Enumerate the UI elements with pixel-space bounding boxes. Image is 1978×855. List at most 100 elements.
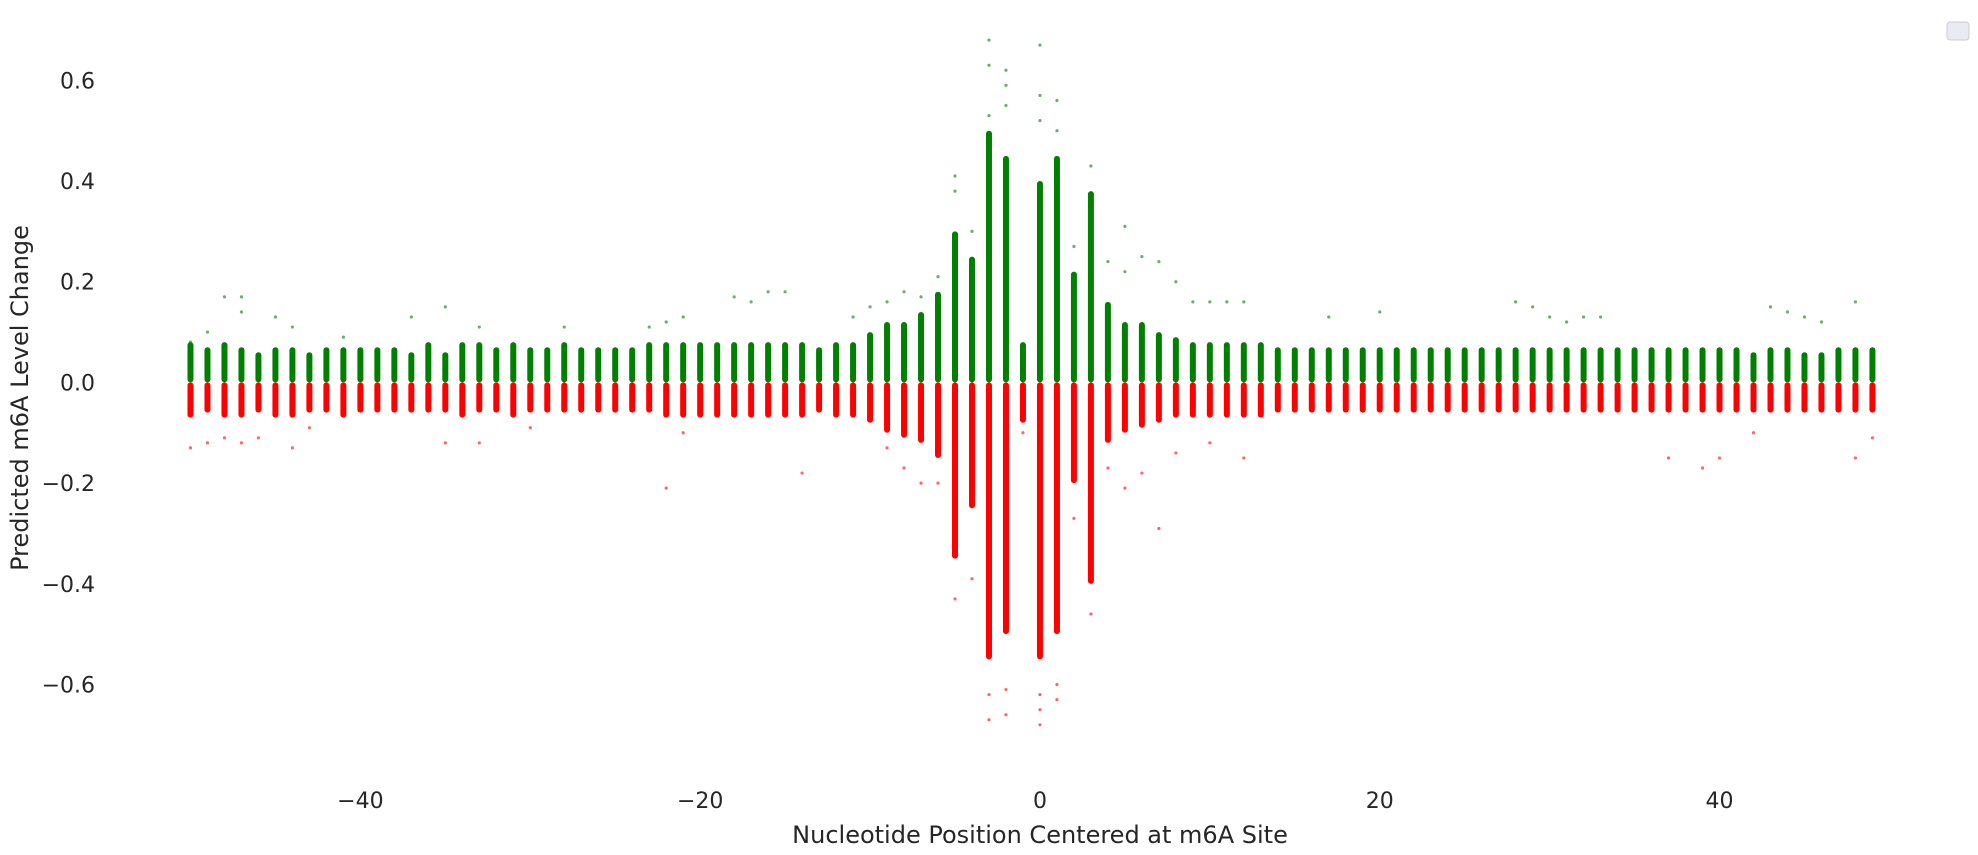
positive-column: [1869, 347, 1876, 383]
plot-area: [187, 38, 1876, 727]
positive-column: [1325, 347, 1332, 383]
negative-column: [1172, 382, 1179, 418]
positive-column: [1410, 347, 1417, 383]
positive-column: [510, 342, 517, 383]
negative-column: [1784, 382, 1791, 413]
positive-column: [1342, 347, 1349, 383]
positive-outlier-point: [239, 295, 244, 299]
negative-column: [476, 382, 483, 413]
positive-outlier-point: [766, 290, 770, 294]
positive-column: [1308, 347, 1315, 383]
negative-column: [187, 382, 194, 418]
negative-outlier-point: [1853, 456, 1858, 460]
negative-column: [1427, 382, 1434, 413]
positive-column: [442, 352, 449, 383]
positive-column: [1172, 337, 1179, 383]
negative-outlier-point: [1038, 708, 1042, 712]
negative-column: [748, 382, 755, 418]
negative-outlier-point: [205, 441, 210, 445]
negative-column: [306, 382, 313, 413]
negative-outlier-point: [919, 481, 923, 485]
y-tick-label: 0.2: [60, 271, 95, 296]
positive-column: [1070, 271, 1077, 383]
negative-column: [968, 382, 975, 509]
positive-column: [850, 342, 857, 383]
positive-outlier-point: [885, 300, 889, 304]
negative-outlier-point: [1038, 723, 1042, 727]
positive-column: [476, 342, 483, 383]
negative-column: [833, 382, 840, 418]
positive-column: [1444, 347, 1451, 383]
positive-column: [1801, 352, 1808, 383]
positive-column: [884, 322, 891, 383]
positive-outlier-point: [1089, 164, 1093, 168]
positive-column: [714, 342, 721, 383]
positive-column: [408, 352, 415, 383]
positive-column: [952, 231, 959, 383]
negative-column: [1597, 382, 1604, 413]
negative-column: [884, 382, 891, 433]
negative-column: [985, 382, 992, 660]
y-axis-label: Predicted m6A Level Change: [6, 225, 34, 571]
negative-column: [340, 382, 347, 418]
positive-column: [1597, 347, 1604, 383]
positive-column: [187, 342, 194, 383]
positive-outlier-point: [732, 295, 736, 299]
x-tick-label: 0: [1033, 789, 1047, 814]
negative-column: [1376, 382, 1383, 413]
positive-column: [1359, 347, 1366, 383]
positive-outlier-point: [919, 295, 923, 299]
positive-outlier-point: [1140, 254, 1144, 259]
negative-column: [1002, 382, 1009, 635]
positive-outlier-point: [851, 315, 855, 319]
negative-column: [1495, 382, 1502, 413]
positive-outlier-point: [783, 290, 787, 294]
positive-column: [595, 347, 602, 383]
positive-column: [1274, 347, 1281, 383]
positive-outlier-point: [953, 174, 957, 178]
positive-column: [1393, 347, 1400, 383]
positive-outlier-point: [953, 189, 957, 193]
negative-column: [1580, 382, 1587, 413]
positive-column: [1750, 352, 1757, 383]
x-tick-label: 40: [1706, 789, 1734, 814]
y-axis-ticks: 0.6 0.4 0.2 0.0 −0.2 −0.4 −0.6: [42, 69, 95, 698]
negative-outlier-point: [256, 436, 261, 440]
negative-column: [1444, 382, 1451, 413]
positive-column: [493, 347, 500, 383]
positive-column: [1563, 347, 1570, 383]
positive-outlier-point: [1208, 300, 1212, 304]
negative-column: [731, 382, 738, 418]
negative-column: [901, 382, 908, 438]
negative-column: [952, 382, 959, 559]
positive-column: [968, 256, 975, 383]
negative-column: [1512, 382, 1519, 413]
negative-column: [867, 382, 874, 423]
positive-outlier-point: [1123, 270, 1127, 274]
negative-column: [1155, 382, 1162, 423]
negative-column: [1308, 382, 1315, 413]
positive-column: [782, 342, 789, 383]
positive-outlier-point: [1038, 43, 1042, 47]
negative-column: [782, 382, 789, 418]
positive-column: [1512, 347, 1519, 383]
positive-column: [1036, 181, 1043, 383]
negative-outlier-point: [885, 446, 889, 450]
positive-outlier-point: [868, 305, 872, 309]
negative-column: [1801, 382, 1808, 413]
negative-outlier-point: [1123, 486, 1127, 490]
negative-column: [663, 382, 670, 418]
negative-outlier-point: [953, 597, 957, 601]
negative-column: [918, 382, 925, 443]
positive-column: [680, 342, 687, 383]
positive-column: [340, 347, 347, 383]
positive-column: [985, 130, 992, 383]
positive-column: [204, 347, 211, 383]
negative-column: [578, 382, 585, 413]
positive-column: [1104, 301, 1111, 383]
positive-column: [374, 347, 381, 383]
positive-column: [425, 342, 432, 383]
positive-column: [289, 347, 296, 383]
y-tick-label: 0.4: [60, 170, 95, 195]
positive-outlier-point: [1004, 68, 1008, 72]
